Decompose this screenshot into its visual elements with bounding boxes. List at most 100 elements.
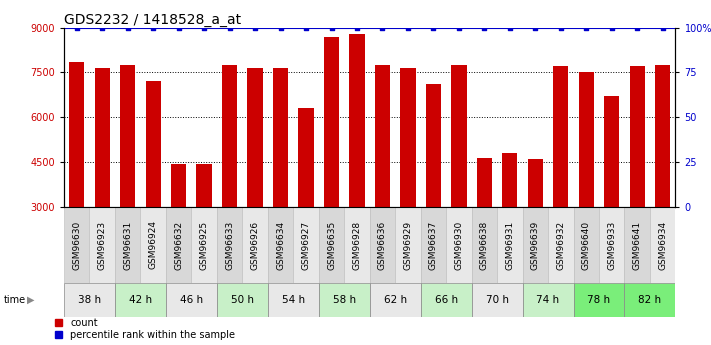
Text: GSM96932: GSM96932 (556, 220, 565, 269)
Legend: count, percentile rank within the sample: count, percentile rank within the sample (55, 318, 235, 340)
Bar (115, 283, 166, 317)
Text: GSM96641: GSM96641 (633, 220, 642, 269)
Point (479, 25, 490, 30)
Bar (370, 283, 421, 317)
Point (173, 25, 184, 30)
Bar (624, 207, 650, 283)
Bar (447, 207, 471, 283)
Bar (604, 96, 619, 207)
Bar (196, 164, 212, 207)
Bar (166, 283, 217, 317)
Point (97, 25, 108, 30)
Bar (523, 283, 574, 317)
Bar (502, 153, 518, 207)
Point (377, 25, 388, 30)
Text: 70 h: 70 h (486, 295, 508, 305)
Bar (171, 164, 186, 207)
Text: ▶: ▶ (27, 295, 35, 305)
Bar (629, 67, 645, 207)
Bar (64, 283, 115, 317)
Text: time: time (4, 295, 26, 305)
Bar (64, 207, 90, 283)
Point (504, 25, 515, 30)
Bar (421, 207, 447, 283)
Point (530, 25, 541, 30)
Text: GSM96927: GSM96927 (301, 220, 311, 269)
Point (581, 25, 592, 30)
Text: 38 h: 38 h (78, 295, 101, 305)
Bar (553, 67, 569, 207)
Bar (497, 207, 523, 283)
Bar (217, 207, 242, 283)
Text: 82 h: 82 h (638, 295, 661, 305)
Text: GSM96929: GSM96929 (403, 220, 412, 269)
Text: 46 h: 46 h (180, 295, 203, 305)
Text: GSM96930: GSM96930 (454, 220, 464, 269)
Bar (349, 33, 365, 207)
Bar (574, 283, 624, 317)
Text: 62 h: 62 h (384, 295, 407, 305)
Text: GDS2232 / 1418528_a_at: GDS2232 / 1418528_a_at (64, 12, 241, 27)
Text: 66 h: 66 h (434, 295, 458, 305)
Text: GSM96637: GSM96637 (429, 220, 438, 269)
Point (606, 25, 617, 30)
Text: GSM96634: GSM96634 (276, 220, 285, 269)
Text: GSM96931: GSM96931 (506, 220, 514, 269)
Bar (471, 207, 497, 283)
Bar (217, 283, 268, 317)
Bar (548, 207, 574, 283)
Text: 54 h: 54 h (282, 295, 305, 305)
Text: GSM96934: GSM96934 (658, 220, 667, 269)
Text: GSM96635: GSM96635 (327, 220, 336, 269)
Point (147, 25, 159, 30)
Point (351, 25, 363, 30)
Bar (421, 283, 471, 317)
Bar (222, 65, 237, 207)
Text: GSM96928: GSM96928 (353, 220, 361, 269)
Text: GSM96926: GSM96926 (250, 220, 260, 269)
Text: GSM96933: GSM96933 (607, 220, 616, 269)
Point (428, 25, 439, 30)
Bar (273, 68, 288, 207)
Text: 42 h: 42 h (129, 295, 152, 305)
Bar (120, 65, 135, 207)
Point (224, 25, 235, 30)
Bar (375, 65, 390, 207)
Point (198, 25, 210, 30)
Point (250, 25, 261, 30)
Point (657, 25, 668, 30)
Text: GSM96636: GSM96636 (378, 220, 387, 269)
Bar (95, 68, 109, 207)
Bar (426, 85, 441, 207)
Bar (599, 207, 624, 283)
Text: GSM96924: GSM96924 (149, 220, 158, 269)
Point (402, 25, 414, 30)
Text: 58 h: 58 h (333, 295, 356, 305)
Bar (115, 207, 140, 283)
Bar (395, 207, 421, 283)
Bar (624, 283, 675, 317)
Bar (293, 207, 319, 283)
Bar (451, 65, 466, 207)
Bar (90, 207, 115, 283)
Bar (247, 68, 262, 207)
Text: GSM96639: GSM96639 (531, 220, 540, 269)
Bar (319, 283, 370, 317)
Text: GSM96923: GSM96923 (97, 220, 107, 269)
Text: GSM96638: GSM96638 (480, 220, 489, 269)
Bar (299, 108, 314, 207)
Text: 74 h: 74 h (537, 295, 560, 305)
Bar (400, 68, 415, 207)
Bar (242, 207, 268, 283)
Point (122, 25, 134, 30)
Point (300, 25, 311, 30)
Bar (528, 159, 543, 207)
Bar (166, 207, 191, 283)
Point (453, 25, 464, 30)
Bar (476, 158, 492, 207)
Bar (268, 283, 319, 317)
Text: 50 h: 50 h (231, 295, 254, 305)
Bar (574, 207, 599, 283)
Bar (370, 207, 395, 283)
Point (71, 25, 82, 30)
